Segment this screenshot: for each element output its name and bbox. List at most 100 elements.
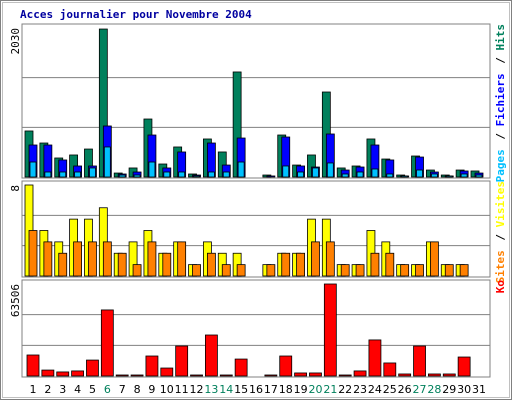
legend-separator: / — [494, 51, 507, 71]
bar — [325, 241, 335, 277]
bar — [326, 162, 334, 178]
legend: Sites / Visites — [494, 181, 507, 283]
bar — [102, 241, 112, 277]
bar — [309, 372, 322, 377]
x-tick-label: 8 — [134, 383, 141, 396]
legend-entry: Sites — [494, 250, 507, 283]
bar — [117, 252, 127, 277]
bar — [175, 345, 189, 377]
bar — [368, 339, 382, 377]
bar — [401, 175, 409, 178]
bar — [282, 165, 290, 178]
x-tick-label: 31 — [472, 383, 486, 396]
x-tick-label: 15 — [234, 383, 248, 396]
bar — [355, 264, 365, 277]
bar — [445, 175, 453, 178]
bar — [444, 264, 454, 277]
bar — [219, 374, 233, 377]
bar — [442, 373, 456, 377]
bar — [147, 241, 157, 277]
x-tick-label: 20 — [308, 383, 322, 396]
x-tick-label: 6 — [104, 383, 111, 396]
x-tick-label: 1 — [30, 383, 37, 396]
x-tick-label: 13 — [204, 383, 218, 396]
bar — [416, 169, 423, 178]
x-tick-label: 22 — [338, 383, 352, 396]
bar — [73, 241, 82, 277]
bar — [234, 358, 248, 377]
bar — [71, 370, 84, 377]
bar — [429, 241, 439, 277]
x-tick-label: 7 — [119, 383, 126, 396]
bar — [400, 264, 410, 277]
legend-entry: Hits — [494, 24, 507, 51]
bar — [29, 161, 37, 178]
x-tick-label: 30 — [457, 383, 471, 396]
chart-title: Acces journalier pour Novembre 2004 — [20, 8, 252, 21]
x-tick-label: 4 — [74, 383, 81, 396]
bar — [338, 374, 352, 377]
legend-separator: / — [494, 126, 507, 146]
bar — [237, 161, 245, 178]
bar — [133, 174, 141, 178]
bar — [297, 171, 305, 178]
bar — [459, 264, 469, 277]
x-tick-label: 18 — [279, 383, 293, 396]
x-tick-label: 28 — [427, 383, 441, 396]
bar — [89, 167, 96, 178]
bar — [296, 252, 306, 277]
bar — [148, 161, 156, 178]
bar — [294, 372, 308, 377]
bar — [383, 362, 397, 377]
bar — [177, 241, 187, 277]
bar — [371, 168, 379, 178]
legend-separator: / — [494, 227, 507, 247]
bar — [56, 371, 70, 377]
bar — [207, 171, 215, 178]
bar — [460, 173, 468, 178]
x-tick-label: 14 — [219, 383, 233, 396]
bar — [264, 374, 278, 377]
bar — [28, 230, 38, 277]
bar — [58, 252, 68, 277]
bar — [178, 171, 186, 178]
bar — [356, 171, 364, 178]
bar — [341, 173, 349, 178]
bar — [115, 374, 129, 377]
bar — [430, 173, 438, 178]
bar — [236, 264, 246, 277]
bar — [192, 264, 201, 277]
bar — [353, 370, 367, 377]
bar — [100, 309, 114, 377]
bar — [74, 171, 81, 178]
x-tick-label: 11 — [175, 383, 189, 396]
bar — [145, 355, 159, 377]
bar — [86, 359, 99, 377]
x-tick-label: 29 — [442, 383, 456, 396]
legend-entry: Fichiers — [494, 73, 507, 126]
bar — [385, 252, 395, 277]
bar — [26, 354, 40, 377]
bar — [311, 241, 320, 277]
bar — [130, 374, 144, 377]
x-tick-label: 17 — [264, 383, 278, 396]
bar — [427, 373, 441, 377]
bar — [222, 171, 230, 178]
bar — [266, 175, 276, 178]
bar — [386, 173, 394, 178]
x-tick-label: 2 — [44, 383, 51, 396]
x-tick-label: 9 — [148, 383, 155, 396]
bar — [160, 367, 174, 377]
bar — [103, 146, 111, 178]
x-tick-label: 24 — [368, 383, 382, 396]
bar — [221, 264, 231, 277]
bar — [340, 264, 350, 277]
bar — [206, 252, 216, 277]
bar — [204, 334, 218, 377]
bar — [190, 374, 203, 377]
x-tick-label: 25 — [383, 383, 397, 396]
x-tick-label: 27 — [413, 383, 427, 396]
x-tick-label: 21 — [323, 383, 337, 396]
